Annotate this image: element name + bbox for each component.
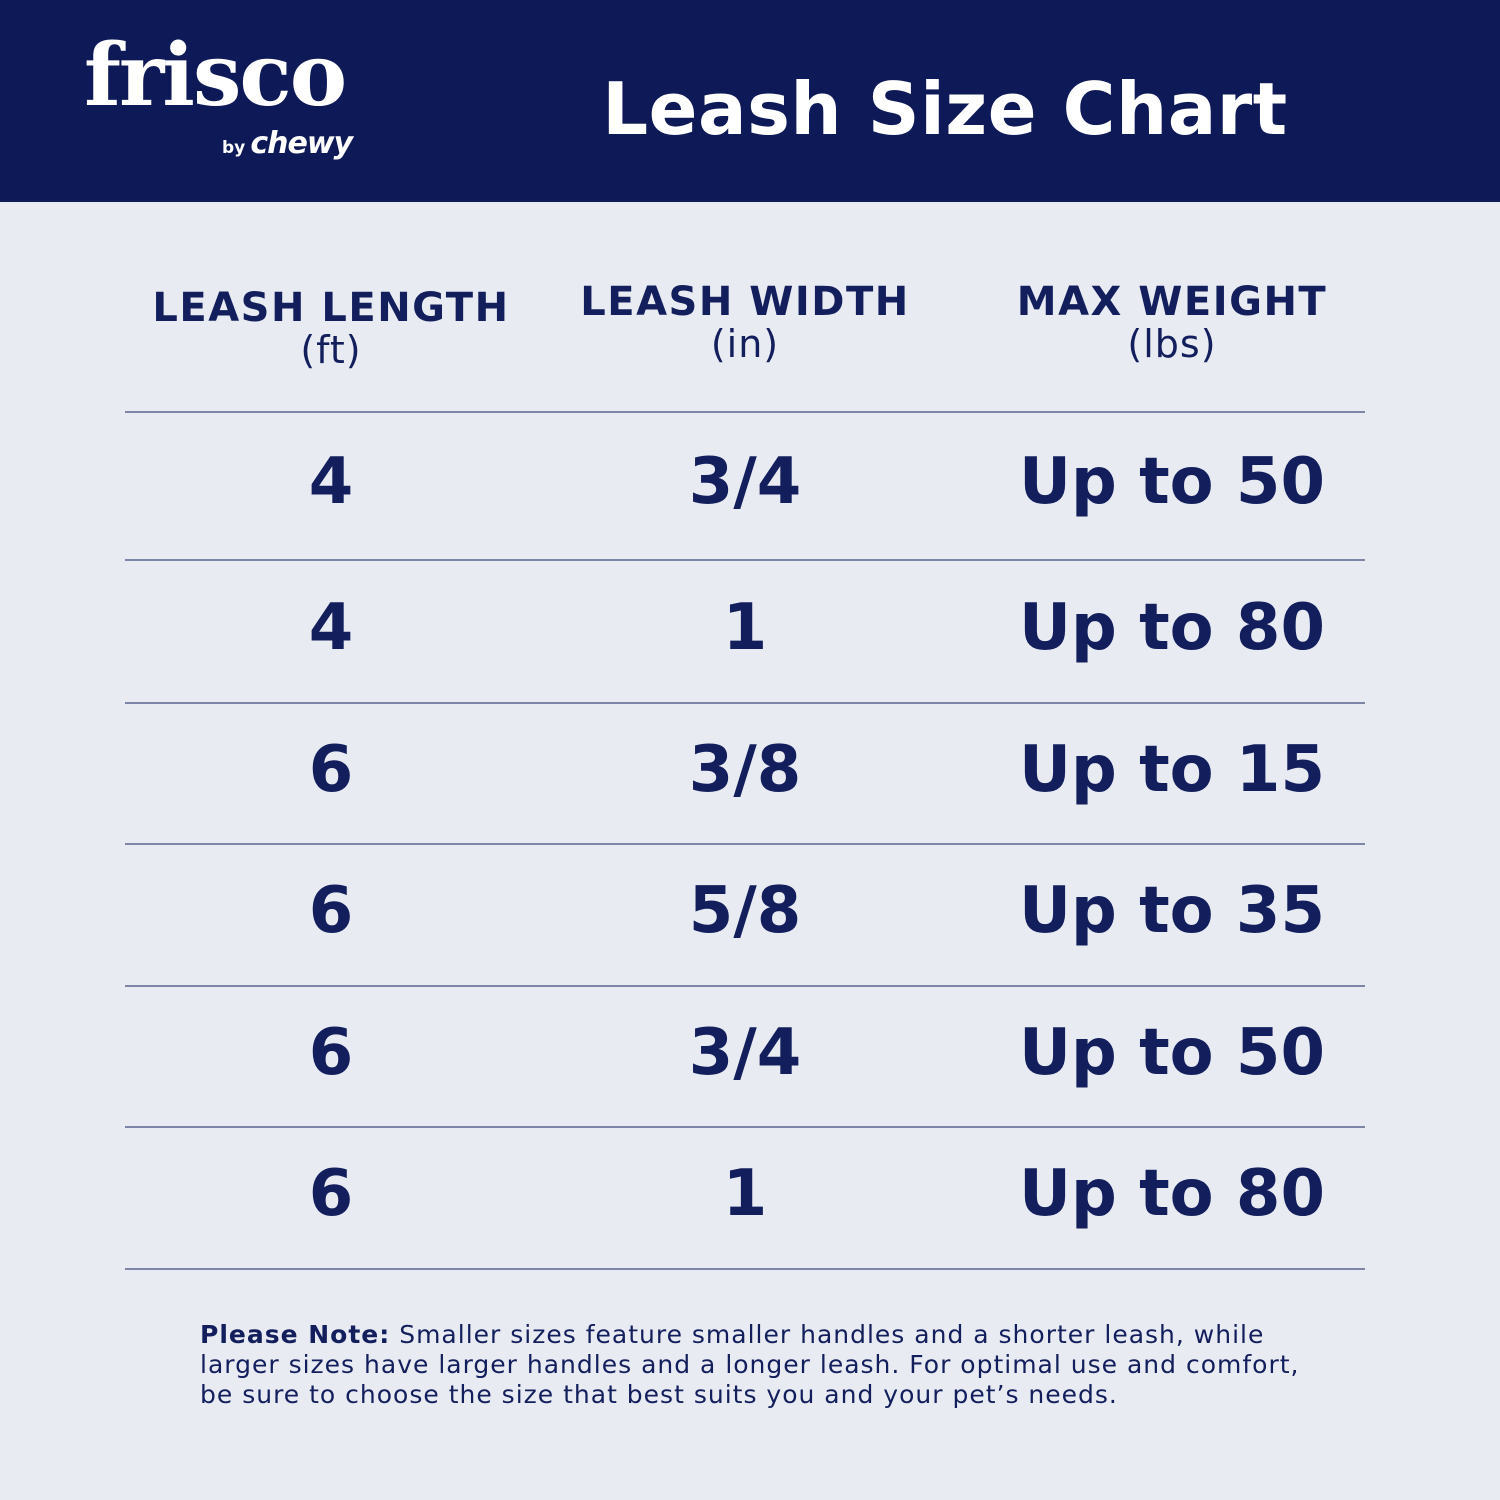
table-header: LEASH LENGTH (ft) LEASH WIDTH (in) MAX W…: [125, 280, 1365, 380]
logo-byline: by chewy: [222, 126, 353, 161]
header-unit: (in): [710, 322, 780, 366]
row-divider: [125, 985, 1365, 987]
cell-weight: Up to 50: [1019, 445, 1325, 519]
note-label: Please Note:: [200, 1320, 391, 1349]
row-divider: [125, 1268, 1365, 1270]
header-unit: (lbs): [1127, 322, 1217, 366]
cell-weight: Up to 80: [1019, 1157, 1325, 1231]
cell-width: 3/4: [688, 1015, 802, 1090]
cell-width: 5/8: [688, 874, 802, 948]
cell-width: 3/8: [688, 732, 802, 807]
header-leash-length: LEASH LENGTH (ft): [121, 286, 541, 370]
header-banner: frisco by chewy Leash Size Chart: [0, 0, 1500, 202]
header-max-weight: MAX WEIGHT (lbs): [962, 280, 1382, 364]
page-title: Leash Size Chart: [602, 67, 1288, 151]
row-divider: [125, 1126, 1365, 1128]
note-text: Smaller sizes feature smaller handles an…: [200, 1320, 1300, 1409]
cell-weight: Up to 50: [1019, 1015, 1325, 1090]
cell-weight: Up to 35: [1019, 874, 1325, 948]
header-label: MAX WEIGHT: [1016, 279, 1328, 325]
cell-length: 6: [308, 1015, 354, 1090]
cell-weight: Up to 15: [1019, 732, 1325, 807]
row-divider: [125, 411, 1365, 413]
logo-chewy: chewy: [250, 126, 353, 161]
cell-length: 6: [308, 1157, 354, 1231]
cell-length: 6: [308, 732, 354, 807]
cell-width: 1: [722, 1157, 768, 1231]
frisco-logo: frisco by chewy: [84, 25, 353, 162]
cell-width: 3/4: [688, 445, 802, 519]
header-label: LEASH WIDTH: [580, 279, 910, 325]
logo-wordmark: frisco: [84, 25, 347, 126]
cell-weight: Up to 80: [1019, 590, 1325, 665]
header-label: LEASH LENGTH: [152, 285, 510, 331]
row-divider: [125, 843, 1365, 845]
cell-length: 6: [308, 874, 354, 948]
row-divider: [125, 559, 1365, 561]
cell-width: 1: [722, 590, 768, 665]
header-unit: (ft): [300, 328, 362, 372]
cell-length: 4: [308, 445, 354, 519]
header-leash-width: LEASH WIDTH (in): [535, 280, 955, 364]
cell-length: 4: [308, 590, 354, 665]
row-divider: [125, 702, 1365, 704]
please-note: Please Note: Smaller sizes feature small…: [200, 1320, 1310, 1410]
logo-by: by: [222, 138, 246, 158]
